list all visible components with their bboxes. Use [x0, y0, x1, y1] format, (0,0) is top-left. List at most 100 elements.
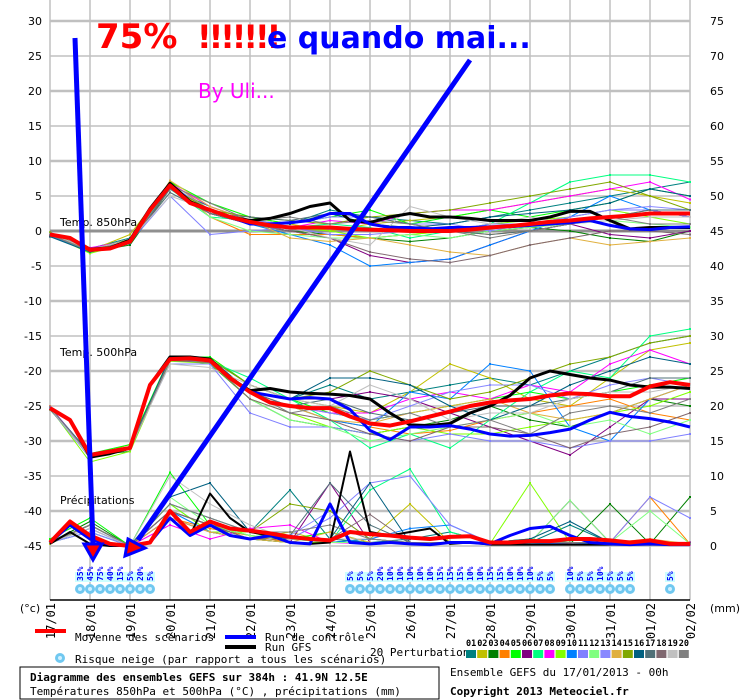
annotation-headline-pct: 75%: [96, 17, 177, 57]
snow-risk-percent: 10%: [396, 566, 405, 581]
perturbation-19-t850-line-point: [369, 244, 371, 246]
perturbation-19-precip-line-point: [249, 524, 251, 526]
y-tick-label-right: 20: [710, 400, 724, 413]
perturbation-05-t850-line-point: [369, 209, 371, 211]
snow-risk-band: [585, 572, 595, 582]
perturbation-20-precip-line-point: [329, 524, 331, 526]
snowflake-icon: [105, 584, 115, 594]
perturbation-19-precip-line-point: [169, 475, 171, 477]
y-tick-label-left: -45: [24, 540, 42, 553]
perturbation-04-t500-line-point: [569, 405, 571, 407]
perturbation-07-precip-line-point: [449, 531, 451, 533]
footer-subtitle: Températures 850hPa et 500hPa (°C) , pré…: [30, 685, 401, 698]
perturbation-19-t500-line-point: [449, 419, 451, 421]
perturbation-10-t500-line-point: [529, 370, 531, 372]
perturbation-07-t850-line-point: [649, 174, 651, 176]
perturbation-11-t500-line-point: [249, 412, 251, 414]
snow-risk-percent: 15%: [436, 566, 445, 581]
snow-risk-percent: 5%: [666, 571, 675, 581]
perturbation-15-t850-line-point: [489, 202, 491, 204]
snowflake-icon: [395, 584, 405, 594]
perturbation-legend-swatch: [634, 650, 644, 658]
perturbation-16-t850-line-point: [609, 202, 611, 204]
perturbation-13-t850-line-point: [609, 209, 611, 211]
perturbation-18-t850-line-point: [169, 188, 171, 190]
perturbation-04-t850-line-point: [249, 233, 251, 236]
perturbation-07-t850-line-point: [369, 226, 371, 229]
y-tick-label-left: -20: [24, 365, 42, 378]
snow-risk-percent: 45%: [86, 566, 95, 581]
y-tick-label-right: 70: [710, 50, 724, 63]
snow-risk-percent: 5%: [626, 571, 635, 581]
footer-run-info: Ensemble GEFS du 17/01/2013 - 00h: [450, 666, 669, 679]
perturbation-18-t850-line-point: [209, 212, 211, 215]
x-tick-label-date: 17/01: [44, 603, 58, 639]
y-tick-label-right: 0: [710, 540, 717, 553]
perturbation-06-t850-line-point: [649, 237, 651, 239]
perturbation-16-t500-line-point: [329, 377, 331, 379]
snow-risk-band: [135, 572, 145, 582]
snowflake-icon: [505, 584, 515, 594]
perturbation-16-t500-line-point: [649, 356, 651, 358]
perturbation-19-t850-line-point: [329, 237, 331, 239]
snow-risk-band: [545, 572, 555, 582]
perturbation-01-t850-line-point: [529, 209, 531, 211]
perturbation-16-precip-line-point: [369, 482, 371, 484]
snow-risk-percent: 75%: [96, 566, 105, 581]
snow-risk-band: [455, 572, 465, 582]
perturbation-17-t850-line-point: [249, 216, 251, 218]
snow-risk-band: [345, 572, 355, 582]
perturbation-18-t500-line-point: [369, 433, 371, 435]
perturbation-18-t850-line-point: [409, 258, 411, 260]
y-tick-label-left: 5: [35, 190, 42, 203]
perturbation-legend-number: 01: [466, 639, 476, 649]
snowflake-icon: [475, 584, 485, 594]
perturbation-06-t850-line-point: [609, 233, 611, 236]
y-axis-ticks: 302520151050-5-10-15-20-25-30-35-40-4575…: [24, 15, 724, 553]
perturbation-11-t500-line-point: [649, 440, 651, 442]
panel-label-precip: Précipitations: [60, 494, 135, 507]
perturbation-20-t500-line-point: [649, 412, 651, 414]
perturbation-04-t500-line-point: [449, 429, 451, 432]
perturbation-19-t500-line-point: [569, 398, 571, 400]
perturbation-09-t500-line-point: [649, 405, 651, 407]
y-tick-label-left: 0: [35, 225, 42, 238]
perturbation-legend-swatch: [477, 650, 488, 658]
annotation-arrow-line-1: [72, 37, 96, 545]
perturbation-legend-number: 11: [578, 639, 588, 649]
perturbation-18-t850-line-point: [289, 230, 291, 232]
perturbation-18-t850-line-point: [529, 244, 531, 246]
perturbation-18-t500-line-point: [689, 412, 691, 414]
perturbation-18-t500-line-point: [489, 426, 491, 428]
perturbation-12-t500-line-point: [409, 433, 411, 435]
perturbation-15-t500-line-point: [449, 398, 451, 400]
snow-risk-percent: 15%: [496, 566, 505, 581]
annotation-byline: By Uli...: [198, 79, 275, 103]
snow-risk-percent: 5%: [606, 571, 615, 581]
perturbation-08-t850-line-point: [529, 202, 531, 204]
snow-risk-band: [485, 572, 495, 582]
perturbation-14-t850-line-point: [329, 240, 331, 243]
x-tick-label-date: 29/01: [524, 603, 538, 639]
x-tick-label-date: 20/01: [164, 603, 178, 639]
perturbation-20-t850-line-point: [409, 223, 411, 225]
perturbation-legend-number: 17: [645, 639, 655, 649]
perturbation-12-t850-line-point: [289, 233, 291, 236]
perturbation-18-t850-line-point: [609, 230, 611, 232]
perturbation-legend-swatch: [622, 650, 633, 658]
snow-risk-percent: 5%: [586, 571, 595, 581]
perturbation-19-t850-line-point: [689, 216, 691, 218]
perturbation-17-t500-line-point: [649, 377, 651, 379]
perturbation-14-t850-line-point: [649, 240, 651, 243]
y-tick-label-left: -25: [24, 400, 42, 413]
perturbation-10-t850-line-point: [489, 244, 491, 246]
perturbation-legend-number: 18: [656, 639, 666, 649]
x-tick-label-date: 30/01: [564, 603, 578, 639]
panel-label-t850: Temp. 850hPa: [59, 216, 137, 229]
y-tick-label-right: 15: [710, 435, 724, 448]
annotation-headline-bangs: !!!!!!!: [197, 18, 278, 56]
perturbation-18-t500-line-point: [569, 447, 571, 449]
perturbation-10-t850-line-point: [609, 195, 611, 197]
perturbation-11-t500-line-point: [289, 426, 291, 428]
perturbation-07-t850-line-point: [409, 237, 411, 239]
